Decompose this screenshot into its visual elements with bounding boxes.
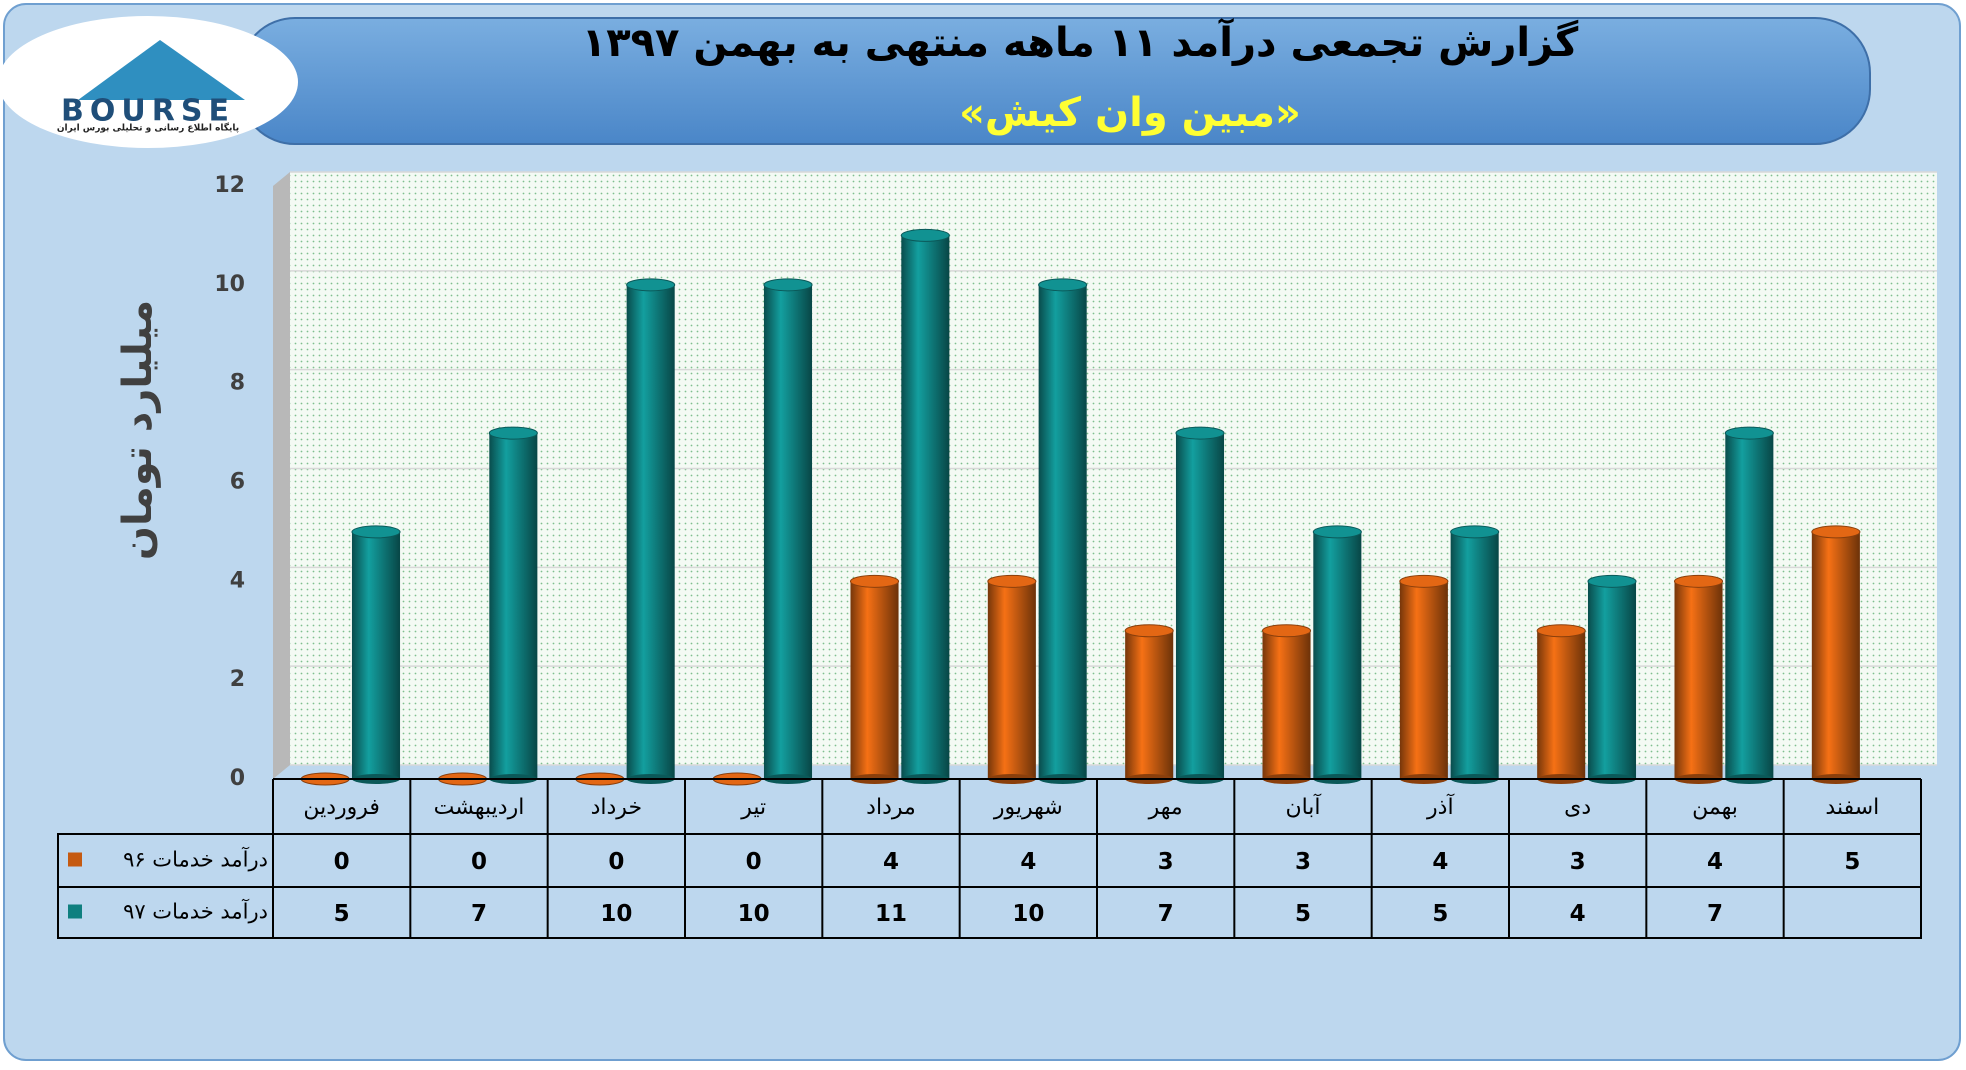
bar-cap <box>1811 525 1861 539</box>
bar-cap <box>1587 574 1637 588</box>
bar <box>1262 630 1311 779</box>
logo-icon <box>78 40 245 100</box>
bar-cap <box>1261 624 1312 638</box>
bar <box>1811 531 1860 779</box>
bar-cap <box>488 426 538 440</box>
table-value: 3 <box>1158 849 1174 875</box>
bar-cap <box>1724 426 1774 440</box>
x-tick-label: آبان <box>1285 793 1321 820</box>
table-value: 3 <box>1295 849 1311 875</box>
table-value: 5 <box>1432 901 1448 927</box>
logo-tagline: پایگاه اطلاع رسانی و تحلیلی بورس ایران <box>57 122 239 134</box>
table-value: 4 <box>1020 849 1036 875</box>
chart-title: گزارش تجمعی درآمد ۱۱ ماهه منتهی به بهمن … <box>582 17 1579 66</box>
legend-swatch <box>68 852 82 867</box>
table-value: 5 <box>1295 901 1311 927</box>
bar <box>626 284 675 779</box>
x-tick-label: فروردین <box>303 795 380 820</box>
legend-swatch <box>68 904 82 919</box>
y-tick-label: 0 <box>230 766 245 791</box>
bar-cap <box>849 574 900 588</box>
table-value: 4 <box>1707 849 1723 875</box>
table-value: 7 <box>1707 901 1723 927</box>
y-axis-label: میلیارد تومان <box>115 300 161 560</box>
table-value: 11 <box>875 901 907 927</box>
bar-cap <box>351 525 401 539</box>
bar-cap <box>1175 426 1225 440</box>
x-tick-label: شهریور <box>993 795 1063 820</box>
x-tick-label: اسفند <box>1825 795 1879 820</box>
bar <box>1038 284 1087 779</box>
bar-cap <box>900 228 950 242</box>
bar <box>850 581 899 779</box>
x-tick-label: دی <box>1564 795 1591 820</box>
bar-cap <box>1450 525 1500 539</box>
table-value: 5 <box>334 901 350 927</box>
table-value: 0 <box>334 849 350 875</box>
bar <box>1587 581 1637 779</box>
plot-wall-side <box>273 172 290 779</box>
table-value: 7 <box>471 901 487 927</box>
y-tick-label: 10 <box>214 272 245 297</box>
table-value: 4 <box>1570 901 1586 927</box>
y-tick-label: 2 <box>230 667 245 692</box>
bar <box>1125 630 1174 779</box>
chart-subtitle: «مبین وان کیش» <box>959 90 1301 136</box>
bar-cap <box>1536 624 1586 638</box>
bar <box>1674 581 1723 779</box>
table-value: 0 <box>471 849 487 875</box>
table-value: 5 <box>1844 849 1860 875</box>
table-value: 7 <box>1158 901 1174 927</box>
table-value: 10 <box>600 901 632 927</box>
legend-label: درآمد خدمات ۹۶ <box>123 847 268 872</box>
bar <box>901 235 950 779</box>
bar-cap <box>1124 624 1174 638</box>
table-value: 3 <box>1570 849 1586 875</box>
bar <box>987 581 1036 779</box>
y-tick-label: 6 <box>230 470 245 495</box>
x-tick-label: اردیبهشت <box>434 795 525 820</box>
bar-cap <box>1399 574 1449 588</box>
bar <box>1175 433 1225 779</box>
logo-name: BOURSE <box>61 94 235 129</box>
bar-cap <box>1673 574 1724 588</box>
bar <box>1313 531 1362 779</box>
legend-label: درآمد خدمات ۹۷ <box>123 899 268 924</box>
table-value: 4 <box>1432 849 1448 875</box>
bar <box>1399 581 1448 779</box>
x-tick-label: مرداد <box>866 795 916 820</box>
y-tick-label: 12 <box>214 173 245 198</box>
table-value: 10 <box>1012 901 1044 927</box>
bar-cap <box>1312 525 1362 539</box>
bar-cap <box>987 574 1037 588</box>
y-tick-label: 4 <box>230 568 245 593</box>
bar <box>763 284 813 779</box>
table-value: 4 <box>883 849 899 875</box>
table-value: 0 <box>746 849 762 875</box>
x-tick-label: تیر <box>740 795 766 820</box>
x-tick-label: خرداد <box>591 795 642 820</box>
bar <box>1725 433 1774 779</box>
table-value: 0 <box>608 849 624 875</box>
x-tick-label: آذر <box>1426 793 1454 820</box>
table-value: 10 <box>738 901 770 927</box>
bar <box>1537 630 1586 779</box>
bar-cap <box>1038 278 1088 292</box>
bar <box>489 433 538 779</box>
bar-cap <box>626 278 676 292</box>
x-tick-label: بهمن <box>1692 795 1738 820</box>
x-tick-label: مهر <box>1148 795 1183 820</box>
y-tick-label: 8 <box>230 371 245 396</box>
bar <box>1450 531 1499 779</box>
bar-cap <box>763 278 813 292</box>
bar <box>351 531 401 779</box>
